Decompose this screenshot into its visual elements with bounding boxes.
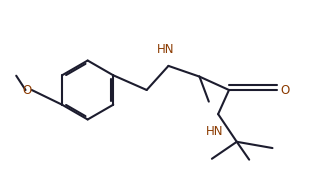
- Text: HN: HN: [157, 43, 174, 56]
- Text: O: O: [22, 84, 31, 96]
- Text: O: O: [281, 84, 290, 96]
- Text: HN: HN: [206, 125, 224, 138]
